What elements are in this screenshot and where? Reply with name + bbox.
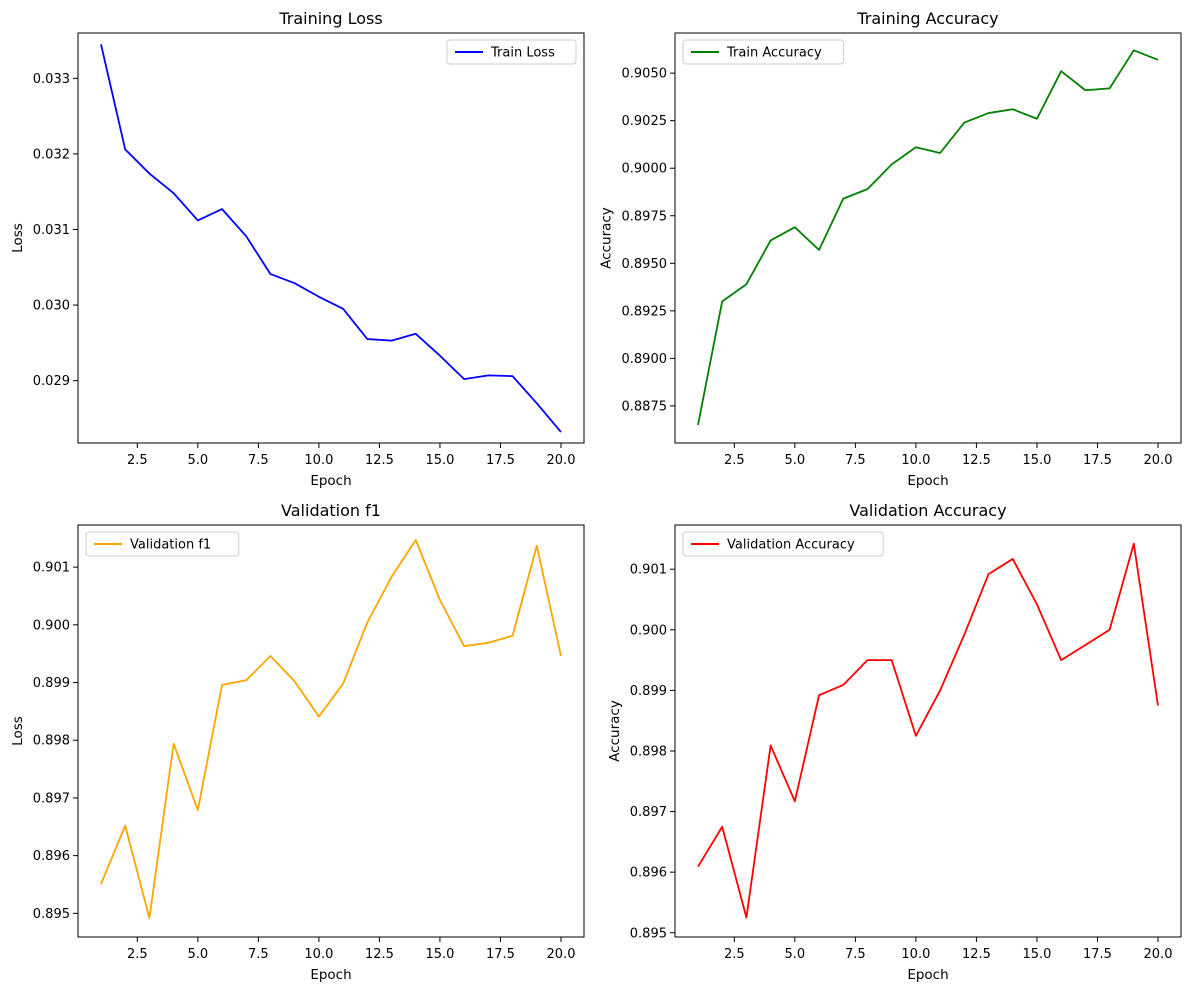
legend-label: Validation Accuracy (727, 538, 855, 553)
x-tick-label: 7.5 (248, 947, 269, 962)
series-line (100, 44, 562, 433)
legend-label: Train Loss (490, 46, 555, 61)
y-tick-label: 0.899 (33, 676, 70, 691)
x-tick-label: 20.0 (1144, 453, 1173, 468)
x-tick-label: 12.5 (962, 947, 991, 962)
x-tick-label: 20.0 (547, 453, 576, 468)
x-tick-label: 2.5 (724, 453, 745, 468)
y-axis-label: Loss (10, 223, 26, 253)
y-tick-label: 0.896 (33, 849, 70, 864)
series-line (697, 542, 1159, 919)
x-tick-label: 2.5 (127, 947, 148, 962)
x-tick-label: 12.5 (962, 453, 991, 468)
y-tick-label: 0.895 (33, 907, 70, 922)
y-tick-label: 0.896 (630, 866, 667, 881)
x-tick-label: 17.5 (1083, 453, 1112, 468)
series-line (100, 539, 562, 919)
y-tick-label: 0.9025 (622, 114, 668, 129)
legend-box (682, 39, 845, 65)
x-tick-label: 20.0 (547, 947, 576, 962)
x-tick-label: 7.5 (248, 453, 269, 468)
x-tick-label: 10.0 (304, 947, 333, 962)
x-tick-label: 12.5 (365, 947, 394, 962)
y-tick-label: 0.901 (630, 563, 667, 578)
legend: Validation Accuracy (682, 531, 884, 557)
x-tick-label: 2.5 (127, 453, 148, 468)
chart-title: Validation f1 (281, 501, 381, 520)
y-axis-label: Loss (10, 716, 26, 746)
y-tick-label: 0.8925 (622, 304, 668, 319)
y-tick-label: 0.898 (33, 734, 70, 749)
y-tick-label: 0.029 (33, 374, 70, 389)
legend: Train Loss (446, 39, 577, 65)
x-tick-label: 2.5 (724, 947, 745, 962)
x-axis-label: Epoch (907, 967, 948, 983)
y-tick-label: 0.897 (33, 791, 70, 806)
y-tick-label: 0.8950 (622, 257, 668, 272)
chart-panel: Training Accuracy 2.5 5.0 7.5 10.0 12.5 15.0 17… (599, 9, 1182, 489)
legend: Validation f1 (85, 531, 240, 557)
legend-label: Validation f1 (130, 538, 211, 553)
plot-frame (674, 32, 1182, 444)
x-axis-label: Epoch (310, 473, 351, 489)
legend-label: Train Accuracy (726, 46, 822, 61)
x-tick-label: 5.0 (187, 453, 208, 468)
y-tick-label: 0.898 (630, 744, 667, 759)
legend-box (446, 39, 577, 65)
y-tick-label: 0.900 (33, 618, 70, 633)
y-axis-label: Accuracy (599, 207, 615, 269)
x-tick-label: 10.0 (304, 453, 333, 468)
plot-frame (77, 32, 585, 444)
plot-frame (77, 524, 585, 938)
x-tick-label: 5.0 (187, 947, 208, 962)
chart-panel: Validation Accuracy 2.5 5.0 7.5 10.0 12.5 15.0… (607, 501, 1182, 983)
y-tick-label: 0.031 (33, 223, 70, 238)
chart-title: Training Accuracy (856, 9, 998, 28)
x-tick-label: 17.5 (1083, 947, 1112, 962)
chart-panel: Training Loss 2.5 5.0 7.5 10.0 12.5 15.0 17.5 20… (10, 9, 585, 489)
legend-box (682, 531, 884, 557)
y-axis-label: Accuracy (607, 700, 623, 762)
y-tick-label: 0.9000 (622, 162, 668, 177)
x-tick-label: 5.0 (784, 947, 805, 962)
y-tick-label: 0.8900 (622, 352, 668, 367)
chart-title: Training Loss (278, 9, 382, 28)
y-tick-label: 0.9050 (622, 67, 668, 82)
chart-title: Validation Accuracy (849, 501, 1006, 520)
x-tick-label: 7.5 (845, 947, 866, 962)
y-tick-label: 0.897 (630, 805, 667, 820)
chart-panel: Validation f1 2.5 5.0 7.5 10.0 12.5 15.0 17.5 20… (10, 501, 585, 983)
y-tick-label: 0.8975 (622, 209, 668, 224)
x-tick-label: 5.0 (784, 453, 805, 468)
x-tick-label: 15.0 (1022, 453, 1051, 468)
x-tick-label: 20.0 (1144, 947, 1173, 962)
series-line (697, 49, 1159, 426)
y-tick-label: 0.8875 (622, 399, 668, 414)
y-tick-label: 0.033 (33, 72, 70, 87)
plot-frame (674, 524, 1182, 938)
x-tick-label: 10.0 (901, 947, 930, 962)
y-tick-label: 0.901 (33, 561, 70, 576)
x-tick-label: 17.5 (486, 453, 515, 468)
x-tick-label: 7.5 (845, 453, 866, 468)
x-tick-label: 17.5 (486, 947, 515, 962)
x-axis-label: Epoch (310, 967, 351, 983)
legend-box (85, 531, 240, 557)
y-tick-label: 0.895 (630, 926, 667, 941)
y-tick-label: 0.899 (630, 684, 667, 699)
legend: Train Accuracy (682, 39, 845, 65)
x-tick-label: 15.0 (425, 453, 454, 468)
y-tick-label: 0.900 (630, 623, 667, 638)
y-tick-label: 0.030 (33, 299, 70, 314)
x-axis-label: Epoch (907, 473, 948, 489)
x-tick-label: 12.5 (365, 453, 394, 468)
y-tick-label: 0.032 (33, 147, 70, 162)
x-tick-label: 10.0 (901, 453, 930, 468)
x-tick-label: 15.0 (1022, 947, 1051, 962)
x-tick-label: 15.0 (425, 947, 454, 962)
